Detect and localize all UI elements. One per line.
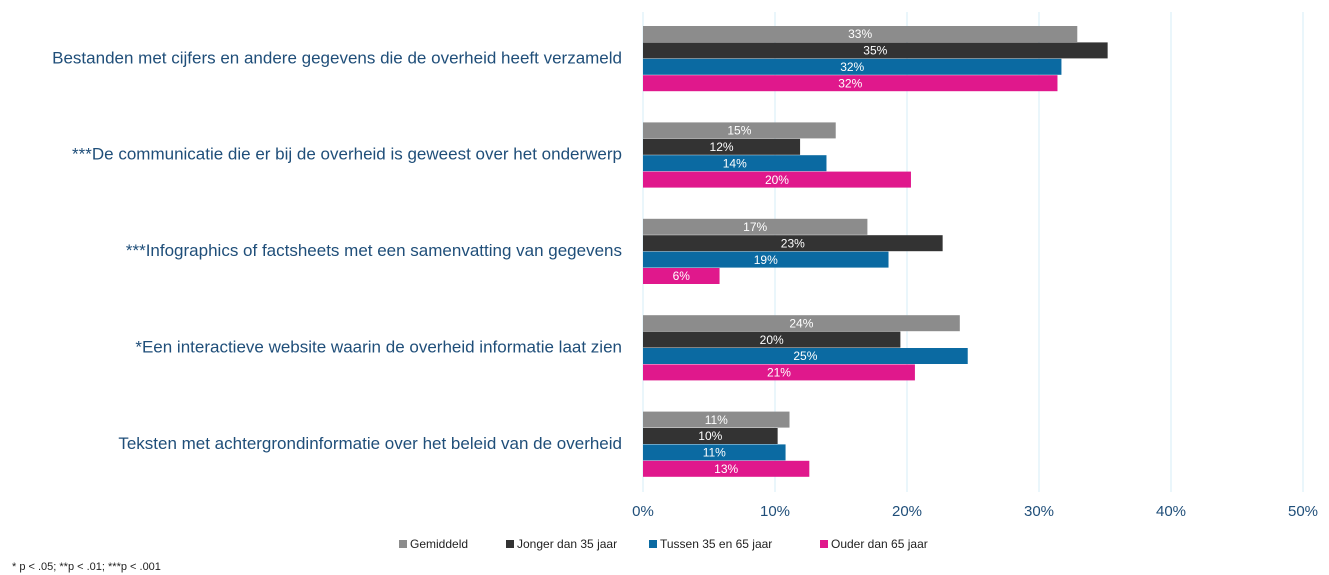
legend-label: Jonger dan 35 jaar xyxy=(517,537,617,551)
value-label: 11% xyxy=(703,446,726,460)
bar xyxy=(643,364,915,381)
value-label: 17% xyxy=(743,220,767,234)
bar xyxy=(643,218,868,235)
value-label: 35% xyxy=(863,44,887,58)
value-label: 25% xyxy=(793,349,817,363)
value-label: 15% xyxy=(727,124,751,138)
value-label: 20% xyxy=(765,173,789,187)
value-label: 14% xyxy=(723,156,747,170)
value-label: 21% xyxy=(767,366,791,380)
bar xyxy=(643,171,911,188)
value-label: 33% xyxy=(848,27,872,41)
category-label: ***De communicatie die er bij de overhei… xyxy=(72,145,622,164)
value-label: 24% xyxy=(789,316,813,330)
bar xyxy=(643,138,801,155)
x-tick-label: 50% xyxy=(1288,503,1318,520)
bar xyxy=(643,235,943,252)
value-label: 11% xyxy=(705,413,728,427)
legend-swatch xyxy=(649,540,657,548)
value-label: 32% xyxy=(838,76,862,90)
bar xyxy=(643,75,1058,92)
x-tick-label: 40% xyxy=(1156,503,1186,520)
value-label: 6% xyxy=(673,269,691,283)
bar xyxy=(643,460,810,477)
bar xyxy=(643,348,968,364)
bar xyxy=(643,251,889,268)
value-label: 10% xyxy=(698,429,722,443)
legend-swatch xyxy=(506,540,514,548)
bar xyxy=(643,268,720,284)
category-label: *Een interactieve website waarin de over… xyxy=(135,337,622,356)
value-label: 32% xyxy=(840,60,864,74)
value-label: 20% xyxy=(760,333,784,347)
bar xyxy=(643,428,778,444)
bar xyxy=(643,42,1108,59)
legend-swatch xyxy=(399,540,407,548)
footnote: * p < .05; **p < .01; ***p < .001 xyxy=(12,561,161,573)
value-label: 13% xyxy=(714,462,738,476)
bar xyxy=(643,26,1078,42)
legend-label: Ouder dan 65 jaar xyxy=(831,537,928,551)
bar xyxy=(643,155,827,172)
x-tick-label: 30% xyxy=(1024,503,1054,520)
x-tick-label: 10% xyxy=(760,503,790,520)
legend-swatch xyxy=(820,540,828,548)
category-label: Teksten met achtergrondinformatie over h… xyxy=(118,434,622,453)
value-label: 12% xyxy=(710,140,734,154)
bar xyxy=(643,411,790,428)
x-tick-label: 20% xyxy=(892,503,922,520)
value-label: 23% xyxy=(781,236,805,250)
bar xyxy=(643,58,1062,75)
bar xyxy=(643,122,836,139)
legend-label: Gemiddeld xyxy=(410,537,468,551)
x-tick-label: 0% xyxy=(632,503,654,520)
legend-label: Tussen 35 en 65 jaar xyxy=(660,537,772,551)
value-label: 19% xyxy=(754,253,778,267)
bar xyxy=(643,444,786,461)
bar xyxy=(643,315,960,332)
category-label: Bestanden met cijfers en andere gegevens… xyxy=(52,48,622,67)
category-label: ***Infographics of factsheets met een sa… xyxy=(126,241,622,260)
bar xyxy=(643,331,901,348)
